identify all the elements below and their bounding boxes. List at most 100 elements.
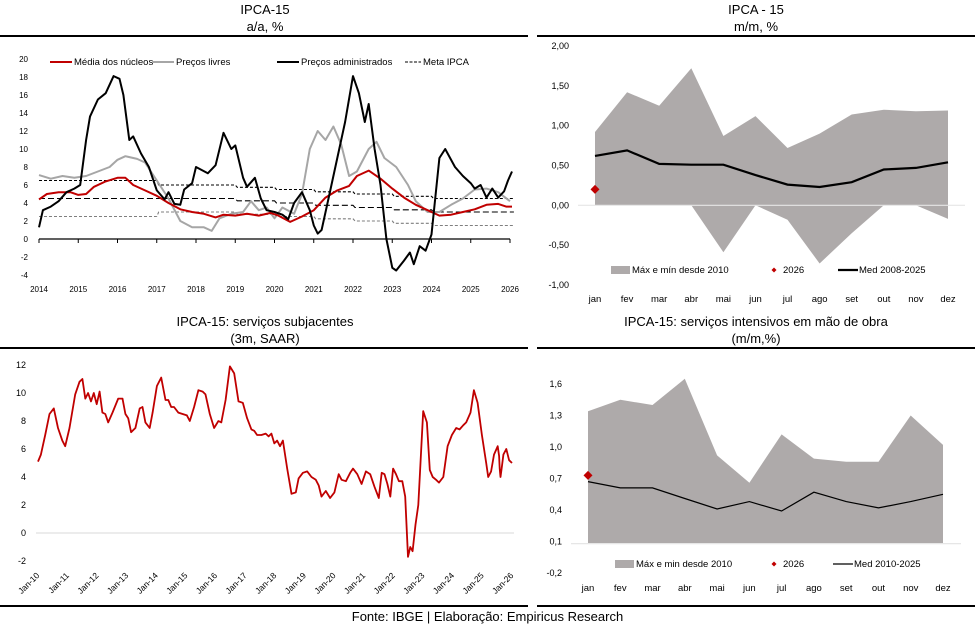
y-tick-label: 12 [19,127,28,136]
x-tick-label: set [845,294,858,305]
x-tick-label: Jan-11 [46,570,71,595]
y-tick-label: 0 [21,528,26,538]
chart3-series-line [37,365,513,558]
series-line-m-dia-dos-n-cleos [38,169,512,223]
x-tick-label: ago [812,294,828,305]
chart4-subtitle: (m/m,%) [731,331,781,346]
x-tick-label: 2025 [462,285,480,294]
x-tick-label: out [877,294,891,305]
x-tick-label: jul [776,583,787,594]
y-tick-label: 8 [24,163,29,172]
x-tick-label: 2017 [148,285,166,294]
chart3-subtitle: (3m, SAAR) [230,331,300,346]
chart1-title-main: IPCA-15 [240,2,290,17]
x-tick-label: Jan-22 [371,570,397,596]
y-tick-label: 18 [19,73,28,82]
x-tick-label: ago [806,583,822,594]
y-tick-label: 1,00 [551,121,569,131]
legend-label: Média dos núcleos [74,57,153,68]
x-tick-label: mai [709,583,724,594]
y-tick-label: 4 [24,199,29,208]
y-tick-label: 0,00 [551,200,569,210]
y-tick-label: 0,50 [551,161,569,171]
chart4-title-rule [537,347,975,349]
x-tick-label: abr [678,583,692,594]
y-tick-label: 0,7 [549,474,562,484]
x-tick-label: dez [940,294,956,305]
x-tick-label: 2026 [501,285,519,294]
y-tick-label: 1,3 [549,411,562,421]
chart2-legend-swatch-marker [771,267,777,273]
y-tick-label: 4 [21,472,26,482]
x-tick-label: Jan-20 [312,570,338,596]
x-tick-label: 2018 [187,285,205,294]
series-line-meta-ipca-banda-superior- [39,179,514,200]
x-tick-label: Jan-13 [105,570,131,596]
x-tick-label: Jan-18 [253,570,279,596]
source-footer: Fonte: IBGE | Elaboração: Empiricus Rese… [351,609,624,624]
x-tick-label: abr [684,294,698,305]
chart2-2026-marker [590,184,600,194]
chart4-median-line [587,481,944,512]
y-tick-label: 0 [24,235,29,244]
x-tick-label: jan [588,294,602,305]
y-tick-label: 1,0 [549,442,562,452]
x-tick-label: Jan-16 [194,570,220,596]
x-tick-label: 2024 [423,285,441,294]
y-tick-label: 12 [16,360,26,370]
bottom-rule-left [0,605,528,607]
chart2-median-line [594,149,949,189]
x-tick-label: set [840,583,853,594]
x-tick-label: nov [903,583,919,594]
x-tick-label: fev [621,294,634,305]
x-tick-label: 2019 [226,285,244,294]
chart1-title: IPCA-15 a/a, % [0,1,530,35]
y-tick-label: 1,6 [549,379,562,389]
x-tick-label: Jan-14 [134,570,160,596]
y-tick-label: -0,50 [548,240,569,250]
y-tick-label: -4 [21,271,29,280]
y-tick-label: 16 [19,91,28,100]
x-tick-label: fev [614,583,627,594]
x-tick-label: Jan-23 [401,570,427,596]
legend-label: Máx e mín desde 2010 [632,265,729,276]
x-tick-label: jan [581,583,595,594]
x-tick-label: 2014 [30,285,48,294]
chart2-legend-swatch-band [611,266,630,274]
x-tick-label: Jan-17 [223,570,249,596]
chart4-title: IPCA-15: serviços intensivos em mão de o… [537,313,975,347]
x-tick-label: Jan-26 [490,570,516,596]
y-tick-label: 8 [21,416,26,426]
x-tick-label: jun [748,294,762,305]
chart3-title: IPCA-15: serviços subjacentes (3m, SAAR) [0,313,530,347]
x-tick-label: out [872,583,886,594]
y-tick-label: 10 [16,388,26,398]
x-tick-label: mar [651,294,667,305]
x-tick-label: Jan-15 [164,570,190,596]
y-tick-label: -0,2 [546,568,562,578]
chart4-legend-swatch-marker [771,561,777,567]
chart2-title-rule [537,35,975,37]
x-tick-label: mai [716,294,731,305]
y-tick-label: 2,00 [551,41,569,51]
legend-label: Preços administrados [301,57,393,68]
legend-label: Máx e min desde 2010 [636,559,732,570]
legend-label: 2026 [783,559,804,570]
x-tick-label: dez [935,583,951,594]
x-tick-label: 2015 [69,285,87,294]
x-tick-label: 2016 [109,285,127,294]
y-tick-label: -1,00 [548,280,569,290]
chart2-title: IPCA - 15 m/m, % [537,1,975,35]
x-tick-label: 2021 [305,285,323,294]
chart4-minmax-band [588,378,943,544]
legend-label: Med 2010-2025 [854,559,921,570]
y-tick-label: -2 [18,556,26,566]
legend-label: Preços livres [176,57,231,68]
y-tick-label: 2 [24,217,29,226]
x-tick-label: 2020 [266,285,284,294]
chart2-title-main: IPCA - 15 [728,2,784,17]
x-tick-label: Jan-25 [460,570,486,596]
x-tick-label: Jan-10 [16,570,42,596]
x-tick-label: 2022 [344,285,362,294]
